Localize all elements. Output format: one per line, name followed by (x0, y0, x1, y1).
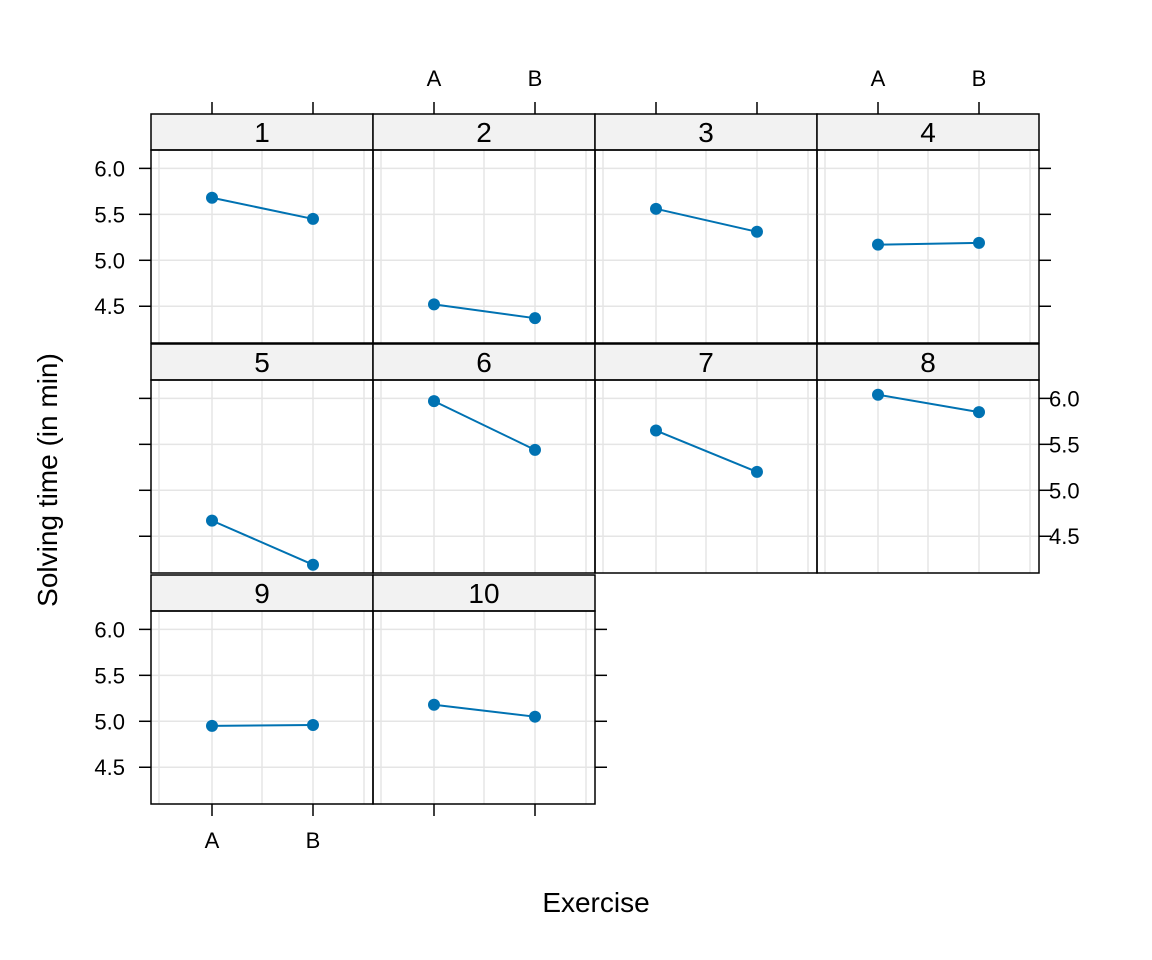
data-point-A (206, 191, 218, 204)
y-tick-label: 4.5 (94, 294, 125, 319)
data-point-B (529, 710, 541, 723)
data-point-A (650, 424, 662, 437)
series-line (655, 207, 758, 233)
y-tick-label: 6.0 (94, 156, 125, 181)
data-point-A (872, 238, 884, 251)
series-line (655, 429, 758, 473)
panel-border (816, 379, 1040, 574)
y-tick-label: 5.5 (94, 663, 125, 688)
panel-8: 8 (816, 343, 1040, 574)
x-axis-title: Exercise (542, 887, 649, 918)
y-tick-label: 6.0 (1049, 386, 1080, 411)
strip-label: 9 (254, 578, 270, 609)
series-line (433, 303, 536, 320)
axes: 4.5 5.0 5.5 6.0 4.5 5.0 5.5 6.0 4.5 5.0 5.5 6.0 A B A B… (94, 66, 1079, 853)
x-tick-label: B (306, 828, 321, 853)
panel-2: 2 (372, 113, 596, 344)
strip-label: 8 (920, 347, 936, 378)
panel-10: 10 (372, 574, 596, 805)
data-point-B (751, 225, 763, 238)
data-point-A (428, 298, 440, 311)
panel-3: 3 (594, 113, 818, 344)
y-tick-label: 4.5 (1049, 524, 1080, 549)
x-tick-label: A (205, 828, 220, 853)
data-point-B (307, 558, 319, 571)
x-tick-label: B (528, 66, 543, 91)
panel-7: 7 (594, 343, 818, 574)
y-axis-title: Solving time (in min) (32, 353, 63, 607)
panel-6: 6 (372, 343, 596, 574)
strip-label: 7 (698, 347, 714, 378)
strip-bg (372, 343, 596, 381)
y-tick-label: 5.5 (1049, 432, 1080, 457)
strip-label: 10 (468, 578, 499, 609)
data-point-A (206, 719, 218, 732)
data-point-B (307, 718, 319, 731)
strip-bg (594, 343, 818, 381)
strip-label: 1 (254, 117, 270, 148)
data-point-A (428, 698, 440, 711)
strip-label: 5 (254, 347, 270, 378)
series-line (433, 400, 536, 451)
data-point-B (973, 236, 985, 249)
panel-4: 4 (816, 113, 1040, 344)
panel-5: 5 (150, 343, 374, 574)
series-line (211, 519, 314, 566)
series-line (877, 393, 980, 414)
panels: 1 2 3 4 5 6 7 8 9 10 (150, 113, 1040, 805)
data-point-A (650, 202, 662, 215)
data-point-B (973, 406, 985, 419)
data-point-B (529, 312, 541, 325)
x-tick-label: B (972, 66, 987, 91)
series-line (877, 241, 980, 246)
strip-label: 2 (476, 117, 492, 148)
strip-bg (816, 343, 1040, 381)
series-line (433, 703, 536, 718)
data-point-A (872, 388, 884, 401)
panel-border (372, 610, 596, 805)
data-point-A (206, 514, 218, 527)
data-point-B (751, 465, 763, 478)
strip-label: 3 (698, 117, 714, 148)
strip-bg (150, 343, 374, 381)
y-tick-label: 5.0 (94, 248, 125, 273)
data-point-B (529, 443, 541, 456)
data-point-B (307, 212, 319, 225)
y-tick-label: 5.0 (94, 709, 125, 734)
series-line (211, 196, 314, 220)
y-tick-label: 6.0 (94, 617, 125, 642)
panel-border (816, 149, 1040, 344)
strip-label: 6 (476, 347, 492, 378)
panel-9: 9 (150, 574, 374, 805)
y-tick-label: 4.5 (94, 755, 125, 780)
series-line (211, 723, 314, 727)
x-tick-label: A (427, 66, 442, 91)
data-point-A (428, 395, 440, 408)
strip-label: 4 (920, 117, 936, 148)
y-tick-label: 5.0 (1049, 478, 1080, 503)
panel-1: 1 (150, 113, 374, 344)
strip-bg (372, 574, 596, 612)
y-tick-label: 5.5 (94, 202, 125, 227)
x-tick-label: A (871, 66, 886, 91)
